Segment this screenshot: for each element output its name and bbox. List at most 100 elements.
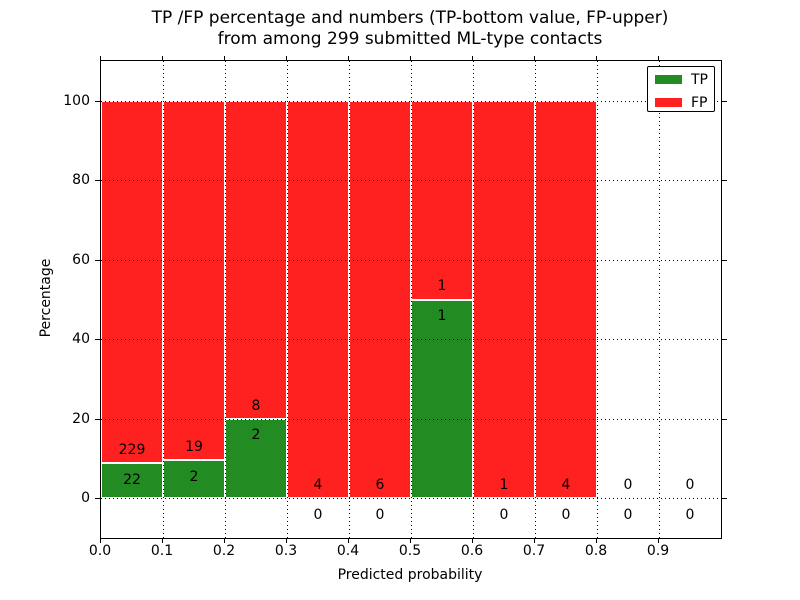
- bar-fp-segment: [163, 100, 225, 461]
- fp-count-label: 6: [375, 477, 385, 494]
- x-tick-mark-top: [472, 56, 473, 60]
- legend-item-fp: FP: [648, 92, 714, 113]
- tp-count-label: 1: [437, 308, 447, 325]
- tp-count-label: 0: [685, 506, 695, 523]
- x-tick-label: 0.8: [584, 543, 608, 559]
- bar-fp-segment: [473, 100, 535, 499]
- bar-tp-segment: [411, 299, 473, 499]
- tp-count-label: 2: [189, 469, 199, 486]
- y-axis-label: Percentage: [38, 258, 54, 338]
- fp-count-label: 0: [623, 477, 633, 494]
- x-tick-mark: [534, 539, 535, 543]
- y-tick-mark: [95, 180, 100, 182]
- x-tick-label: 0.3: [274, 543, 298, 559]
- y-tick-label: 0: [81, 490, 90, 507]
- fp-count-label: 1: [437, 278, 447, 295]
- y-tick-mark: [95, 498, 100, 500]
- y-tick-label: 100: [63, 92, 90, 109]
- x-tick-mark-top: [410, 56, 411, 60]
- x-tick-mark-top: [348, 56, 349, 60]
- x-tick-mark-top: [534, 56, 535, 60]
- x-tick-label: 0.7: [522, 543, 546, 559]
- y-tick-mark-right: [722, 100, 727, 102]
- gridline-vertical: [411, 61, 412, 538]
- tp-legend-label: TP: [691, 71, 708, 88]
- x-tick-mark: [410, 539, 411, 543]
- x-tick-label: 0.6: [460, 543, 484, 559]
- x-tick-mark-top: [596, 56, 597, 60]
- x-tick-mark-top: [162, 56, 163, 60]
- gridline-vertical: [163, 61, 164, 538]
- gridline-vertical: [225, 61, 226, 538]
- y-tick-label: 80: [72, 172, 90, 189]
- y-tick-mark-right: [722, 180, 727, 182]
- y-tick-label: 40: [72, 331, 90, 348]
- y-tick-mark-right: [722, 498, 727, 500]
- tp-count-label: 0: [499, 506, 509, 523]
- x-tick-mark-top: [224, 56, 225, 60]
- bar-fp-segment: [349, 100, 411, 499]
- bar-fp-segment: [411, 100, 473, 300]
- fp-count-label: 4: [561, 477, 571, 494]
- x-tick-mark: [100, 539, 101, 543]
- fp-count-label: 0: [685, 477, 695, 494]
- bar-fp-segment: [535, 100, 597, 499]
- tp-legend-swatch: [655, 75, 682, 84]
- bar-tp-segment: [101, 463, 163, 499]
- gridline-vertical: [473, 61, 474, 538]
- legend-item-tp: TP: [648, 69, 714, 90]
- x-tick-mark: [658, 539, 659, 543]
- x-tick-mark-top: [658, 56, 659, 60]
- y-tick-mark: [95, 418, 100, 420]
- x-tick-mark: [286, 539, 287, 543]
- x-tick-mark: [224, 539, 225, 543]
- tp-count-label: 0: [623, 506, 633, 523]
- x-tick-label: 0.1: [150, 543, 174, 559]
- y-tick-label: 60: [72, 251, 90, 268]
- x-axis-label: Predicted probability: [337, 567, 483, 583]
- x-tick-label: 0.4: [336, 543, 360, 559]
- chart-title: TP /FP percentage and numbers (TP-bottom…: [100, 8, 720, 50]
- fp-count-label: 19: [185, 439, 203, 456]
- chart-title-line2: from among 299 submitted ML-type contact…: [217, 29, 603, 49]
- x-tick-label: 0.5: [398, 543, 422, 559]
- gridline-vertical: [349, 61, 350, 538]
- y-tick-mark-right: [722, 418, 727, 420]
- x-tick-label: 0.0: [88, 543, 112, 559]
- tp-count-label: 2: [251, 427, 261, 444]
- fp-count-label: 4: [313, 477, 323, 494]
- fp-legend-label: FP: [691, 94, 708, 111]
- x-tick-mark: [472, 539, 473, 543]
- fp-legend-swatch: [655, 98, 682, 107]
- fp-count-label: 8: [251, 397, 261, 414]
- bar-fp-segment: [101, 100, 163, 464]
- gridline-vertical: [597, 61, 598, 538]
- y-tick-mark: [95, 259, 100, 261]
- plot-area: TP FP 229 22 19 2 8 2 4 0 6 0 1 1 1 0 4 0 0 0 0 0: [100, 60, 722, 539]
- gridline-vertical: [659, 61, 660, 538]
- y-tick-mark: [95, 339, 100, 341]
- tp-count-label: 22: [123, 472, 141, 489]
- x-tick-label: 0.2: [212, 543, 236, 559]
- gridline-vertical: [535, 61, 536, 538]
- x-tick-mark: [596, 539, 597, 543]
- y-tick-mark-right: [722, 259, 727, 261]
- y-tick-mark: [95, 100, 100, 102]
- x-tick-mark: [162, 539, 163, 543]
- tp-count-label: 0: [313, 506, 323, 523]
- gridline-vertical: [287, 61, 288, 538]
- y-tick-label: 20: [72, 410, 90, 427]
- fp-count-label: 229: [118, 442, 146, 459]
- bar-fp-segment: [287, 100, 349, 499]
- x-tick-label: 0.9: [646, 543, 670, 559]
- fp-count-label: 1: [499, 477, 509, 494]
- bar-tp-segment: [163, 460, 225, 499]
- legend: TP FP: [647, 66, 715, 112]
- tp-count-label: 0: [375, 506, 385, 523]
- chart-title-line1: TP /FP percentage and numbers (TP-bottom…: [151, 8, 669, 28]
- x-tick-mark: [348, 539, 349, 543]
- y-tick-mark-right: [722, 339, 727, 341]
- tp-count-label: 0: [561, 506, 571, 523]
- x-tick-mark-top: [100, 56, 101, 60]
